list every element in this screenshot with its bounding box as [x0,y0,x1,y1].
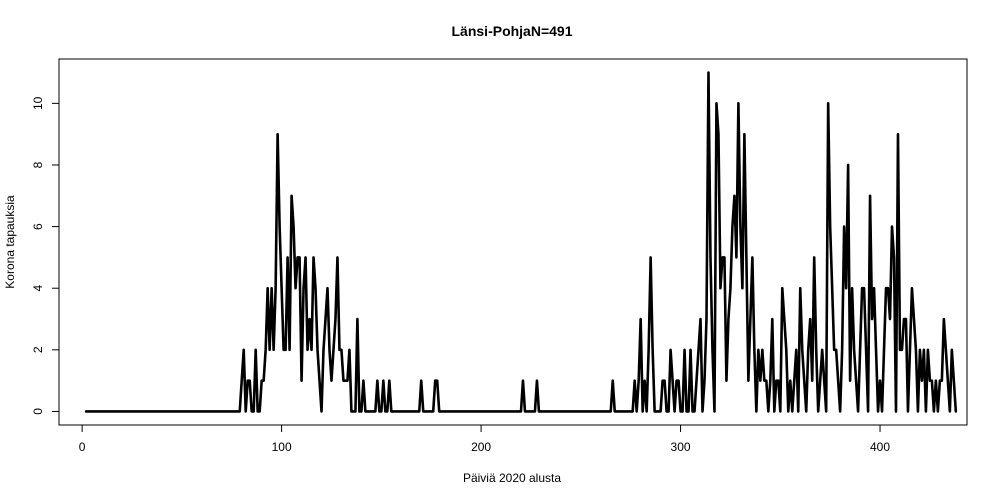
y-tick-label: 0 [31,408,45,415]
y-tick-label: 10 [31,96,45,110]
x-tick-label: 300 [671,440,691,454]
x-axis: 0 100 200 300 400 [79,424,890,454]
y-axis-label: Korona tapauksia [3,195,17,289]
y-tick-label: 6 [31,223,45,230]
x-tick-label: 100 [272,440,292,454]
series-line [84,71,958,413]
y-tick-label: 8 [31,161,45,168]
x-axis-label: Päiviä 2020 alusta [463,471,561,485]
y-tick-label: 2 [31,346,45,353]
x-tick-label: 200 [471,440,491,454]
y-tick-label: 4 [31,285,45,292]
chart-title: Länsi-PohjaN=491 [452,23,573,39]
y-axis: 0 2 4 6 8 10 [31,96,60,415]
x-tick-label: 400 [870,440,890,454]
x-tick-label: 0 [79,440,86,454]
series-layer [84,71,958,413]
